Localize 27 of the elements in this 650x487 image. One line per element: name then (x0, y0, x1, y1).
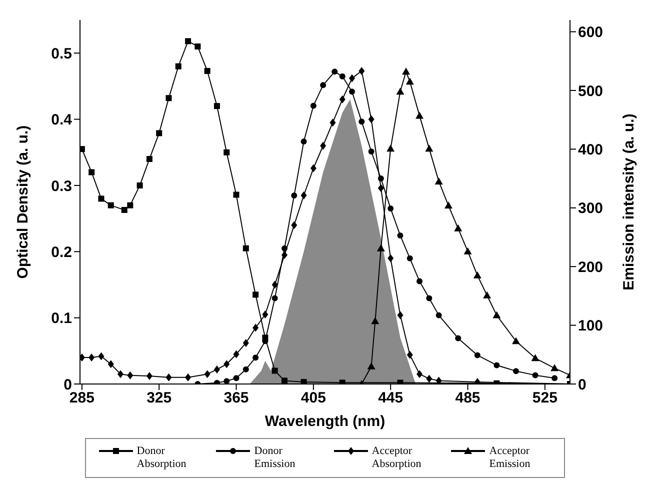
y-tick-label: 0.3 (51, 178, 72, 195)
x-tick-label: 365 (224, 390, 249, 407)
legend-label: Acceptor Emission (489, 445, 532, 471)
y-tick-label: 0.5 (51, 45, 72, 62)
x-tick-label: 485 (455, 390, 480, 407)
y2-tick-label: 300 (578, 200, 604, 218)
y-axis-title: Optical Density (a. u.) (14, 125, 32, 279)
legend-label: Donor Absorption (136, 445, 188, 471)
y-tick-label: 0 (64, 376, 72, 394)
y2-tick-label: 400 (578, 141, 604, 158)
x-tick-label: 285 (69, 390, 94, 407)
y-tick-label: 0.2 (51, 244, 72, 261)
y-tick-label: 0.4 (51, 112, 73, 129)
x-axis-title: Wavelength (nm) (264, 413, 386, 430)
x-tick-label: 405 (300, 390, 326, 407)
y2-tick-label: 500 (578, 82, 604, 100)
y2-tick-label: 600 (578, 24, 604, 42)
x-tick-label: 525 (532, 390, 558, 407)
y2-tick-label: 0 (578, 376, 586, 394)
x-tick-label: 445 (378, 390, 404, 407)
y2-tick-label: 200 (578, 258, 604, 276)
y2-tick-label: 100 (578, 318, 604, 335)
x-tick-label: 325 (146, 390, 172, 407)
legend-label: Donor Emission (254, 445, 296, 471)
legend-label: Acceptor Absorption (372, 445, 422, 471)
y2-axis-title: Emission intensity (a. u.) (620, 114, 638, 290)
y-tick-label: 0.1 (51, 310, 72, 328)
